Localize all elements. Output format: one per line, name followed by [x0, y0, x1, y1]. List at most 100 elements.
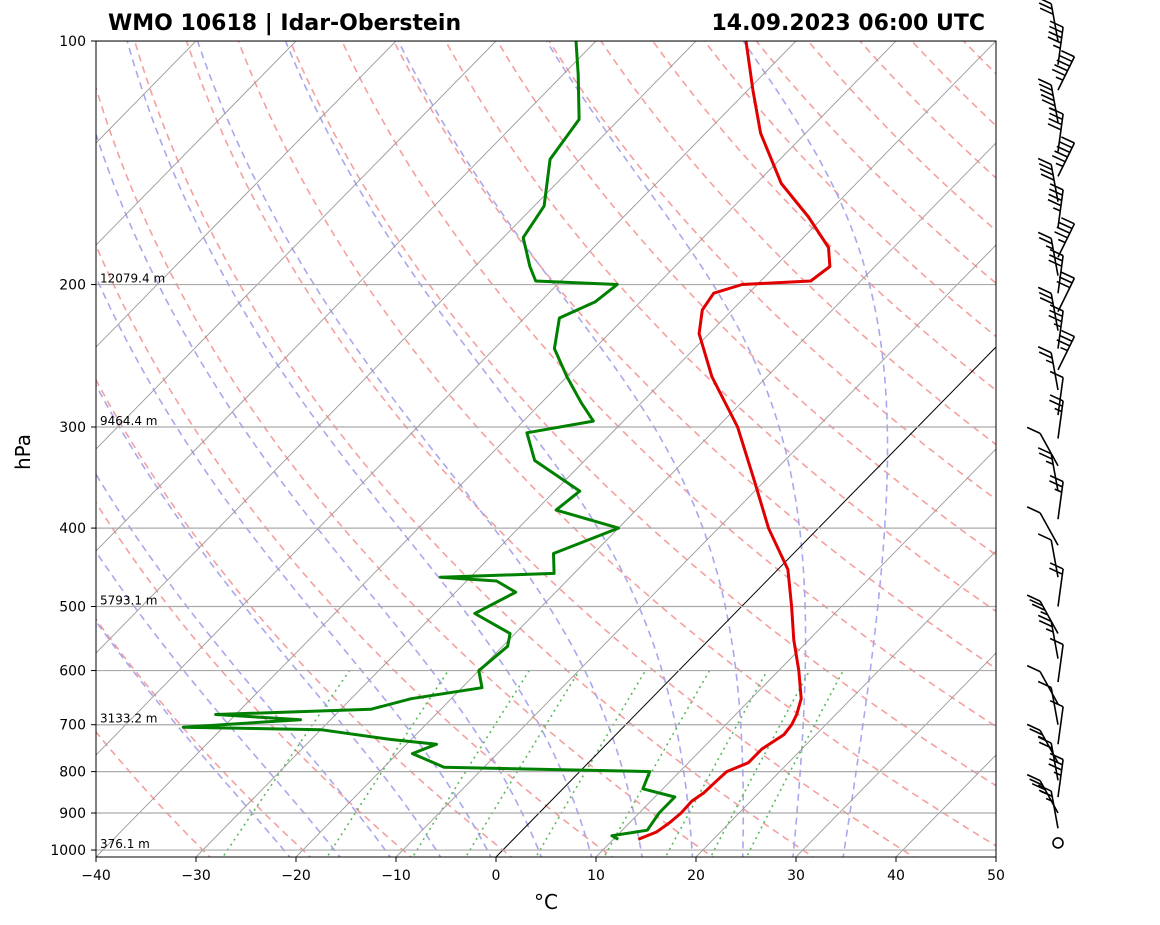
- dry-adiabat-line: [548, 41, 996, 501]
- isotherm-line: [395, 244, 996, 857]
- zero-isotherm-line: [495, 346, 996, 857]
- moist-adiabat-line: [545, 41, 807, 857]
- moist-adiabat-line: [96, 275, 492, 857]
- wind-barb: [1047, 107, 1064, 152]
- wind-barb: [1037, 78, 1059, 123]
- dry-adiabat-line: [96, 501, 413, 857]
- y-tick-label: 500: [59, 599, 86, 615]
- dry-adiabat-line: [651, 41, 996, 392]
- isobar-grid: [96, 41, 996, 851]
- y-tick-label: 800: [59, 765, 86, 781]
- x-tick-label: −30: [181, 868, 211, 884]
- dry-adiabat-line: [96, 617, 312, 857]
- dry-adiabat-line: [341, 41, 996, 728]
- isotherm-line: [695, 550, 996, 857]
- isotherm-line: [96, 41, 597, 552]
- isotherm-line: [595, 448, 996, 857]
- moist-adiabat-line: [96, 620, 291, 857]
- isotherm-line: [195, 41, 996, 857]
- dry-adiabat-line: [599, 41, 996, 446]
- y-tick-label: 900: [59, 806, 86, 822]
- wind-barb: [1037, 286, 1059, 331]
- y-tick-label: 400: [59, 521, 86, 537]
- background-lines: [96, 23, 1160, 860]
- mixing-ratio-line: [411, 670, 530, 857]
- x-tick-label: 10: [587, 868, 605, 884]
- wind-barb: [1026, 664, 1059, 705]
- isotherm-line: [96, 41, 397, 348]
- wind-barb: [1026, 723, 1059, 764]
- dry-adiabat-line: [703, 41, 996, 338]
- chart-title-station: WMO 10618 | Idar-Oberstein: [108, 11, 461, 36]
- wind-barb: [1056, 271, 1076, 312]
- height-label: 12079.4 m: [100, 272, 165, 286]
- moist-adiabat-line: [196, 41, 643, 857]
- moist-adiabat-line: [284, 41, 694, 857]
- chart-title-time: 14.09.2023 06:00 UTC: [711, 11, 985, 36]
- wind-barb: [1038, 0, 1059, 42]
- isotherm-line: [96, 41, 897, 857]
- wind-barb: [1051, 50, 1076, 91]
- wind-barb: [1026, 426, 1059, 467]
- x-tick-label: 0: [492, 868, 501, 884]
- isotherm-line: [795, 652, 996, 857]
- isotherm-line: [96, 41, 797, 756]
- y-tick-label: 100: [59, 34, 86, 50]
- height-label: 5793.1 m: [100, 593, 158, 607]
- x-tick-label: 30: [787, 868, 805, 884]
- dewpoint-profile: [181, 41, 677, 841]
- x-axis-label: °C: [534, 890, 558, 914]
- x-tick-label: −40: [81, 868, 111, 884]
- y-tick-label: 600: [59, 664, 86, 680]
- mixing-ratio-line: [664, 670, 768, 857]
- dry-adiabat-line: [755, 41, 996, 285]
- dry-adiabat-line: [96, 85, 715, 857]
- mixing-ratio-line: [535, 670, 647, 857]
- wind-barbs: [1026, 0, 1076, 849]
- wind-barb: [1037, 533, 1059, 578]
- wind-barb: [1051, 136, 1076, 177]
- dry-adiabat-line: [392, 41, 996, 670]
- y-tick-label: 300: [59, 420, 86, 436]
- dry-adiabat-line: [858, 41, 996, 180]
- dry-adiabat-line: [289, 41, 996, 787]
- wind-barb: [1049, 637, 1064, 683]
- moist-adiabat-line: [96, 132, 543, 857]
- wind-barb: [1054, 217, 1076, 258]
- wind-barb: [1037, 447, 1059, 492]
- isotherm-line: [96, 41, 297, 246]
- wind-barb: [1026, 506, 1059, 546]
- x-tick-label: 40: [887, 868, 905, 884]
- x-tick-label: 20: [687, 868, 705, 884]
- temperature-profile: [637, 41, 832, 841]
- moist-adiabat-line: [96, 383, 442, 857]
- moist-adiabat-line: [742, 41, 889, 857]
- mixing-ratio-line: [745, 670, 844, 857]
- wind-barb: [1047, 183, 1064, 228]
- y-tick-label: 700: [59, 718, 86, 734]
- wind-barb: [1026, 773, 1059, 814]
- isotherm-line: [96, 41, 697, 654]
- wind-barb: [1048, 752, 1064, 798]
- x-tick-label: −10: [381, 868, 411, 884]
- x-tick-label: −20: [281, 868, 311, 884]
- height-label: 3133.2 m: [100, 712, 158, 726]
- height-label: 376.1 m: [100, 837, 150, 851]
- sounding-profiles: [181, 41, 832, 841]
- moist-adiabat-line: [126, 41, 593, 857]
- mixing-ratio-line: [464, 670, 580, 857]
- dry-adiabat-line: [910, 41, 996, 127]
- wind-barb: [1037, 614, 1059, 659]
- moist-adiabat-line: [397, 41, 745, 857]
- y-axis-ticks: 100 200 300 400 500 600 700 800 900 1000: [50, 34, 96, 859]
- mixing-ratio-line: [709, 670, 811, 857]
- wind-barb: [1049, 370, 1064, 416]
- dry-adiabat-line: [997, 23, 1160, 860]
- y-tick-label: 1000: [50, 843, 86, 859]
- isotherm-line: [96, 41, 497, 450]
- moist-adiabat-line: [96, 550, 341, 857]
- isotherm-line: [995, 856, 996, 857]
- x-axis-ticks: −40 −30 −20 −10 0 10 20 30 40 50: [81, 857, 1005, 884]
- dry-adiabat-line: [962, 41, 996, 75]
